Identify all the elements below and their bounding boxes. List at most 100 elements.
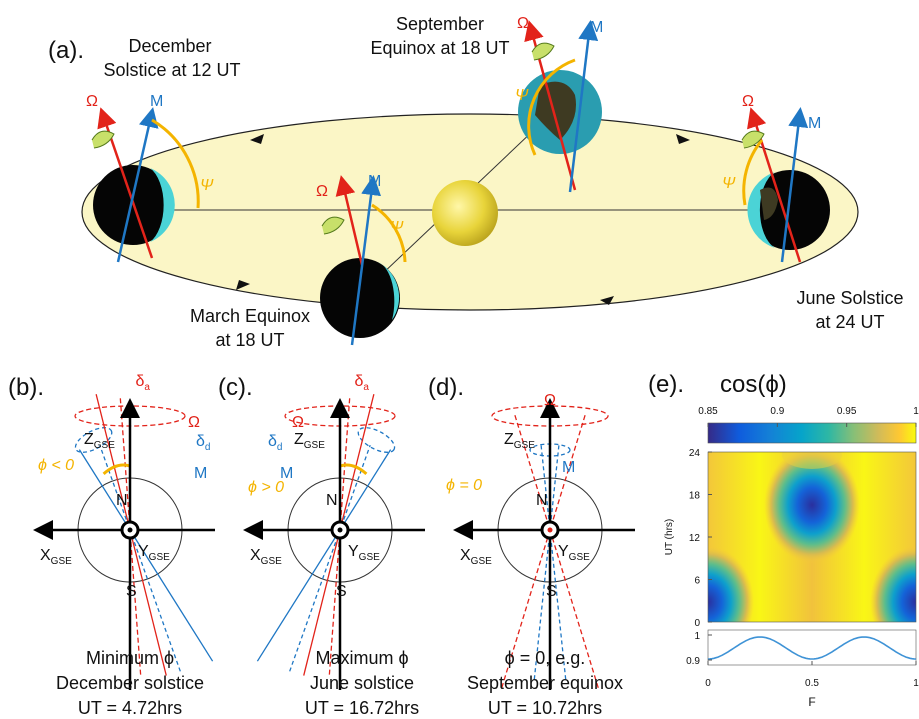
panel-label: (c).	[218, 374, 253, 401]
heatmap	[708, 452, 916, 622]
x-label: XGSE	[460, 547, 492, 567]
season-label: Equinox at 18 UT	[370, 38, 509, 58]
y-axis-dot	[127, 527, 133, 533]
delta-d-label-main: δ	[268, 433, 277, 450]
colorbar-tick-label: 1	[913, 406, 919, 417]
caption-line: June solstice	[310, 673, 414, 693]
z-label-main: Z	[84, 431, 94, 448]
axis-line	[533, 445, 560, 680]
m-symbol: M	[590, 19, 603, 36]
caption-line: UT = 16.72hrs	[305, 698, 419, 718]
phi-label: ϕ > 0	[248, 479, 284, 496]
season-label: March Equinox	[190, 306, 310, 326]
m-label: M	[562, 459, 575, 476]
omega-symbol: Ω	[517, 15, 529, 32]
y-tick-label: 24	[689, 448, 701, 459]
colorbar-tick-label: 0.9	[770, 406, 784, 417]
y-label-main: Y	[348, 543, 359, 560]
omega-label: Ω	[544, 392, 556, 409]
y-label: YGSE	[138, 543, 170, 563]
x-tick-label: 0.5	[805, 678, 819, 689]
cos-curve	[707, 636, 917, 660]
m-symbol: M	[150, 93, 163, 110]
south-label: S	[336, 583, 347, 600]
psi-symbol: Ψ	[722, 175, 736, 192]
y-label: YGSE	[558, 543, 590, 563]
colorbar	[707, 422, 917, 444]
x-label-main: X	[40, 547, 51, 564]
panel-label: (b).	[8, 374, 44, 401]
season-label: September	[396, 14, 484, 34]
north-label: N	[116, 492, 128, 509]
caption-line: UT = 4.72hrs	[78, 698, 182, 718]
psi-symbol: Ψ	[200, 177, 214, 194]
x-label: XGSE	[250, 547, 282, 567]
m-symbol: M	[808, 115, 821, 132]
caption-line: Minimum ϕ	[86, 648, 174, 668]
m-label: M	[194, 465, 207, 482]
season-label: June Solstice	[796, 288, 903, 308]
m-label: M	[280, 465, 293, 482]
delta-d-label-sub: d	[277, 442, 283, 453]
caption-line: ϕ = 0, e.g.	[505, 648, 586, 668]
x-label-sub: GSE	[51, 556, 72, 567]
panel-label: (a).	[48, 37, 84, 64]
axis-line	[540, 445, 567, 680]
omega-label: Ω	[292, 414, 304, 431]
x-label-main: X	[460, 547, 471, 564]
y-axis-dot	[337, 527, 343, 533]
precession-cone	[357, 427, 396, 453]
axis-line	[99, 444, 181, 672]
z-label-main: Z	[504, 431, 514, 448]
x-axis-label: F	[808, 695, 815, 709]
y-axis-dot	[547, 527, 553, 533]
z-label: ZGSE	[294, 431, 325, 451]
earth-march	[320, 175, 407, 346]
phi-arc	[339, 463, 368, 476]
x-label-main: X	[250, 547, 261, 564]
north-label: N	[536, 492, 548, 509]
z-label-sub: GSE	[304, 440, 325, 451]
line-y-tick-label: 1	[694, 631, 700, 642]
season-label: at 24 UT	[815, 312, 884, 332]
y-tick-label: 12	[689, 533, 701, 544]
caption-line: Maximum ϕ	[315, 648, 408, 668]
y-tick-label: 0	[694, 618, 700, 629]
phi-arc	[102, 463, 131, 476]
sun	[432, 180, 498, 246]
caption-line: UT = 10.72hrs	[488, 698, 602, 718]
axis-line	[289, 444, 371, 672]
season-label: Solstice at 12 UT	[103, 60, 240, 80]
z-label-sub: GSE	[94, 440, 115, 451]
omega-symbol: Ω	[316, 183, 328, 200]
season-label: December	[128, 36, 211, 56]
y-label-main: Y	[138, 543, 149, 560]
delta-a-label-main: δ	[354, 373, 363, 390]
psi-symbol: Ψ	[390, 219, 404, 236]
psi-symbol: Ψ	[515, 87, 529, 104]
earth-december	[91, 107, 200, 263]
panel-title: cos(ϕ)	[720, 371, 787, 398]
season-label: at 18 UT	[215, 330, 284, 350]
delta-a-label-main: δ	[136, 373, 145, 390]
x-label: XGSE	[40, 547, 72, 567]
x-label-sub: GSE	[261, 556, 282, 567]
colorbar-tick-label: 0.85	[698, 406, 718, 417]
delta-a-label-sub: a	[363, 382, 369, 393]
y-label-main: Y	[558, 543, 569, 560]
earth-september	[518, 20, 602, 193]
y-label-sub: GSE	[569, 552, 590, 563]
line-y-tick-label: 0.9	[686, 656, 700, 667]
colorbar-tick-label: 0.95	[837, 406, 857, 417]
x-label-sub: GSE	[471, 556, 492, 567]
delta-a-label-sub: a	[144, 382, 150, 393]
y-label-sub: GSE	[359, 552, 380, 563]
south-label: S	[546, 583, 557, 600]
panel-label: (e).	[648, 371, 684, 398]
y-label-sub: GSE	[149, 552, 170, 563]
precession-cone	[74, 427, 113, 453]
delta-d-label-sub: d	[205, 442, 211, 453]
phi-label: ϕ < 0	[38, 457, 74, 474]
